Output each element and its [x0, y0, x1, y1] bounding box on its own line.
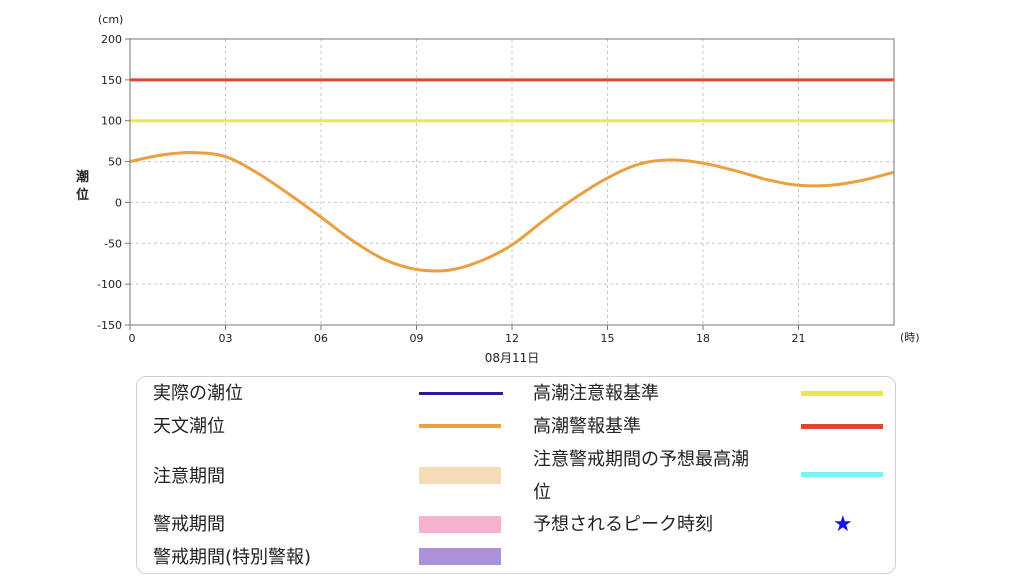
x-unit-label: (時) — [900, 331, 920, 344]
x-tick-label: 15 — [601, 332, 615, 345]
legend-label-forecast-max: 注意警戒期間の予想最高潮 — [533, 449, 749, 470]
x-tick-label: 0 — [129, 332, 136, 345]
y-tick-label: 0 — [115, 196, 122, 209]
x-tick-label: 09 — [410, 332, 424, 345]
legend-label-warning-std: 高潮警報基準 — [533, 416, 641, 437]
legend-box-special-period — [419, 548, 501, 565]
reference-lines — [130, 78, 894, 123]
x-tick-label: 12 — [505, 332, 519, 345]
y-tick-labels: 200 150 100 50 0 -50 -100 -150 — [97, 33, 122, 332]
y-tick-label: 100 — [101, 115, 122, 128]
series-lines — [129, 151, 895, 273]
legend-label-advisory-std: 高潮注意報基準 — [533, 383, 659, 404]
x-tick-label: 03 — [219, 332, 233, 345]
y-tick-label: 200 — [101, 33, 122, 46]
star-icon: ★ — [833, 512, 853, 537]
date-label: 08月11日 — [485, 351, 540, 365]
y-tick-label: 150 — [101, 74, 122, 87]
x-tick-label: 18 — [696, 332, 710, 345]
x-tick-label: 21 — [792, 332, 806, 345]
legend-label-peak-time: 予想されるピーク時刻 — [533, 514, 713, 535]
y-axis-label-2: 位 — [76, 187, 89, 203]
legend-label-special-period: 警戒期間(特別警報) — [153, 547, 312, 568]
legend-label-caution-period: 注意期間 — [153, 466, 225, 487]
y-tick-label: -100 — [97, 278, 122, 291]
y-unit-label: (cm) — [98, 13, 123, 26]
legend-box-caution-period — [419, 467, 501, 484]
grid-lines — [125, 38, 894, 330]
legend-line-forecast-max — [801, 472, 883, 477]
y-tick-label: 50 — [108, 156, 122, 169]
plot-frame — [129, 38, 895, 326]
y-tick-label: -150 — [97, 319, 122, 332]
legend: 実際の潮位 天文潮位 注意期間 警戒期間 警戒期間(特別警報) 高潮注意報基準 … — [136, 376, 896, 574]
legend-line-warning-std — [801, 424, 883, 429]
legend-label-warning-period: 警戒期間 — [153, 514, 225, 535]
legend-label-actual: 実際の潮位 — [153, 383, 243, 404]
x-tick-label: 06 — [314, 332, 328, 345]
legend-label-forecast-max-cont: 位 — [533, 482, 551, 503]
legend-box-warning-period — [419, 516, 501, 533]
x-tick-labels: 0 03 06 09 12 15 18 21 — [129, 332, 806, 345]
legend-line-advisory-std — [801, 391, 883, 396]
legend-label-astro: 天文潮位 — [153, 416, 225, 437]
y-axis-label-1: 潮 — [76, 169, 89, 185]
series-line — [129, 151, 895, 273]
y-tick-label: -50 — [104, 237, 122, 250]
legend-line-actual — [419, 392, 503, 395]
legend-line-astro — [419, 424, 501, 428]
